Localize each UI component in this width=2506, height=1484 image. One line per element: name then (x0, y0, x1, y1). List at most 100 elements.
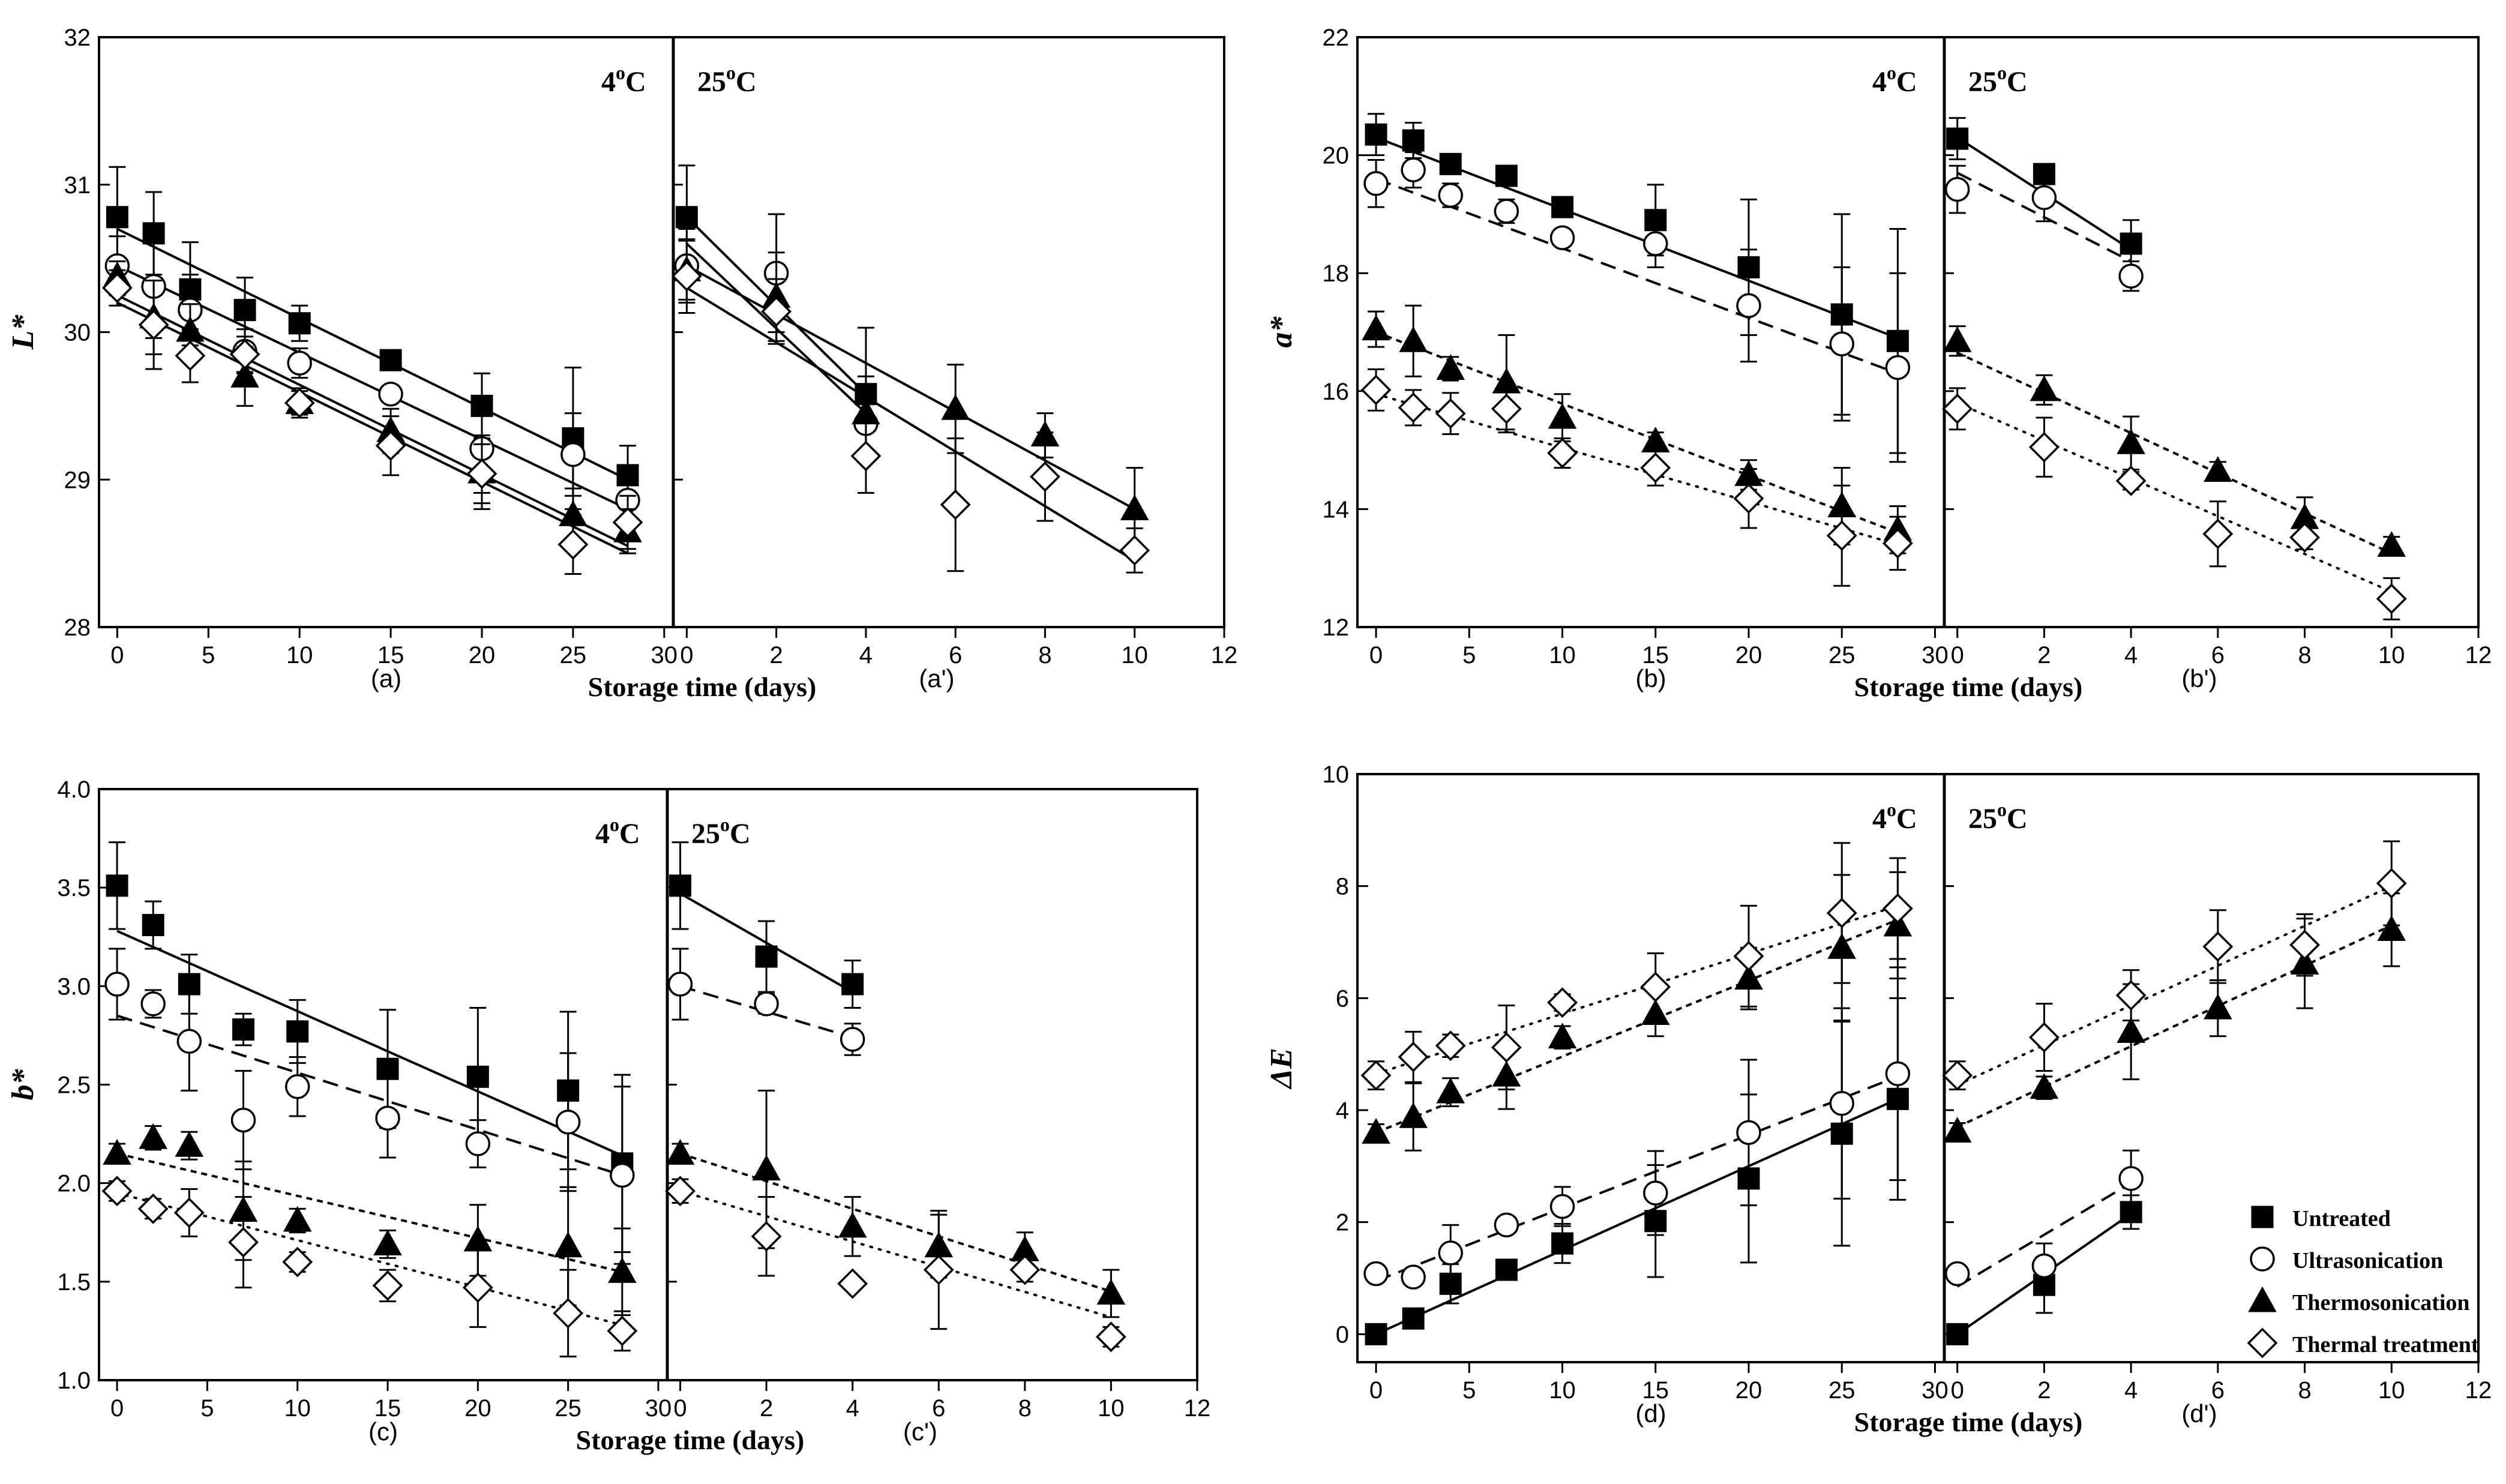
celsius-unit: C (1896, 803, 1917, 835)
series-ultrasonication (667, 948, 865, 1056)
y-tick-label: 10 (1323, 762, 1350, 788)
data-point (284, 1074, 310, 1099)
data-point (175, 340, 206, 371)
series-ultrasonication (1363, 966, 1911, 1290)
data-point (379, 349, 402, 371)
y-tick-label: 14 (1323, 496, 1350, 523)
degree-sign: o (720, 814, 730, 835)
data-point (176, 1029, 202, 1054)
data-point (1120, 494, 1149, 520)
data-point (761, 296, 792, 327)
x-axis-title: Storage time (days) (588, 671, 817, 702)
data-point (667, 972, 693, 997)
fit-line (1956, 352, 2393, 554)
data-point (675, 206, 698, 229)
data-point (1942, 1060, 1973, 1091)
data-point (1491, 1032, 1522, 1063)
data-point (2377, 915, 2406, 941)
data-point (665, 1176, 696, 1207)
legend-label: Thermal treatment (2292, 1332, 2479, 1357)
y-tick-label: 32 (64, 25, 91, 51)
data-point (1438, 1240, 1463, 1266)
data-point (1640, 972, 1671, 1003)
data-point (1365, 123, 1387, 146)
data-point (616, 464, 639, 487)
data-point (608, 1257, 637, 1283)
x-tick-label: 10 (1098, 1395, 1125, 1422)
data-point (2115, 980, 2147, 1011)
fit-line (116, 1152, 623, 1273)
data-point (1363, 171, 1389, 196)
x-tick-label: 30 (1922, 642, 1949, 668)
data-point (837, 1268, 868, 1299)
data-point (1640, 452, 1671, 484)
data-point (1096, 1279, 1126, 1305)
temperature-label: 25oC (691, 814, 751, 850)
x-tick-label: 4 (2124, 1377, 2138, 1404)
y-tick-label: 22 (1323, 25, 1350, 51)
y-tick-label: 18 (1323, 260, 1350, 287)
data-point (1439, 152, 1462, 175)
data-point (1643, 1180, 1668, 1206)
y-axis-label: a* (1264, 316, 1299, 348)
data-point (466, 458, 497, 489)
data-point (850, 440, 882, 472)
x-tick-label: 0 (680, 642, 693, 668)
fit-line (1375, 918, 1899, 1134)
x-tick-label: 30 (1922, 1377, 1949, 1404)
x-tick-label: 20 (464, 1395, 491, 1422)
data-point (2118, 263, 2144, 289)
panel-4c: 0 5 10 15 20 25 30 (b) 4oC (1360, 62, 1949, 692)
x-tick-label: 2 (2037, 1377, 2051, 1404)
legend-marker (2251, 1206, 2274, 1228)
x-tick-label: 12 (1184, 1395, 1211, 1422)
data-point (2031, 185, 2057, 211)
celsius-unit: C (2007, 803, 2028, 835)
x-tick-label: 4 (2124, 642, 2138, 668)
fit-line (1956, 885, 2393, 1086)
temperature-label: 4oC (595, 814, 640, 850)
data-point (2289, 522, 2320, 553)
chart-4: 0 2 4 6 8 10 ΔE 0 5 10 15 20 25 30 (d) 4oC 0 2 4 6 8 10 12 (d')… (1264, 762, 2492, 1437)
data-point (1435, 1030, 1466, 1062)
fit-line (116, 265, 628, 511)
data-point (2030, 375, 2059, 401)
panel-label: (b') (2181, 664, 2217, 692)
legend-marker (2250, 1246, 2275, 1272)
fit-line (116, 294, 628, 547)
x-tick-label: 25 (560, 642, 587, 668)
fit-line (116, 227, 628, 481)
x-tick-label: 4 (846, 1395, 859, 1422)
fit-line (1375, 136, 1899, 340)
legend: Untreated Ultrasonication Thermosonication… (2247, 1206, 2479, 1359)
panel-25c: 0 2 4 6 8 10 12 (d') 25oC (1942, 799, 2492, 1428)
data-point (287, 350, 312, 376)
data-point (1438, 182, 1463, 208)
fit-line (1956, 1182, 2132, 1288)
panel-4c: 0 5 10 15 20 25 30 (c) 4oC (101, 814, 672, 1446)
series-thermal-treatment (1360, 842, 1913, 1091)
x-tick-label: 15 (377, 642, 404, 668)
data-point (1399, 1102, 1428, 1128)
y-tick-label: 3.5 (57, 875, 91, 901)
x-tick-label: 2 (760, 1395, 773, 1422)
data-point (2202, 931, 2234, 962)
data-point (139, 1123, 167, 1149)
data-point (228, 1227, 259, 1258)
x-tick-label: 20 (1735, 1377, 1762, 1404)
data-point (1641, 427, 1670, 452)
plot-frame (98, 788, 1198, 1381)
data-point (1733, 483, 1764, 514)
data-point (1495, 1258, 1518, 1281)
x-axis-title: Storage time (days) (576, 1425, 805, 1455)
data-point (1549, 1194, 1575, 1219)
x-tick-label: 0 (673, 1395, 687, 1422)
panel-label: (c') (903, 1417, 937, 1446)
fit-line (686, 287, 1135, 562)
x-tick-label: 2 (770, 642, 783, 668)
data-point (140, 991, 166, 1017)
data-point (2117, 1017, 2145, 1043)
data-point (1119, 535, 1150, 566)
x-tick-label: 5 (202, 642, 215, 668)
data-point (1943, 1117, 1972, 1143)
